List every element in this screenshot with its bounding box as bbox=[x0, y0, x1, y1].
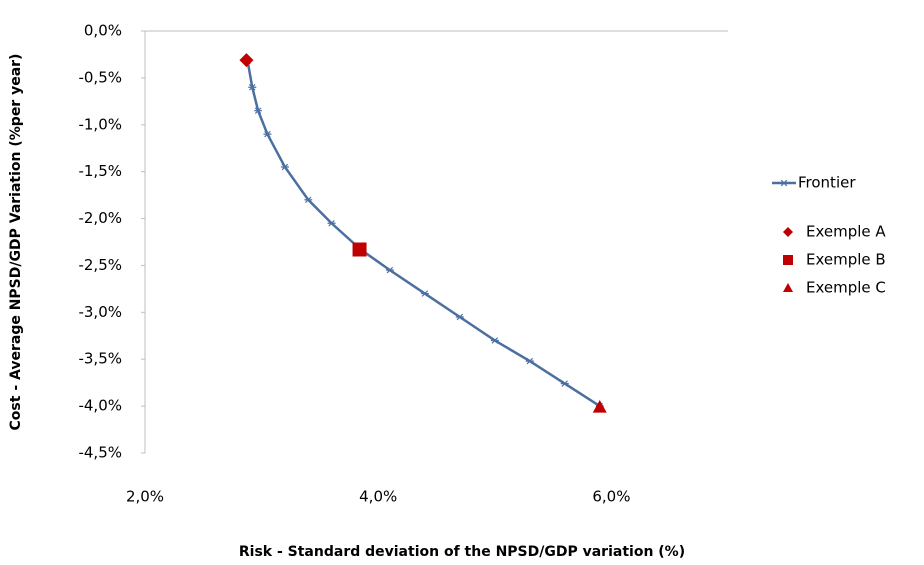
point bbox=[455, 313, 464, 321]
legend-symbol bbox=[780, 179, 788, 187]
legend-label: Exemple C bbox=[806, 279, 886, 297]
legend-symbol bbox=[783, 255, 793, 265]
point bbox=[327, 220, 336, 227]
y-tick-label: -1,0% bbox=[78, 115, 122, 133]
point bbox=[280, 163, 289, 171]
legend-symbol bbox=[783, 227, 793, 237]
y-tick-label: 0,0% bbox=[84, 22, 122, 40]
legend-symbol bbox=[783, 283, 793, 292]
point bbox=[560, 380, 569, 387]
y-tick-label: -4,5% bbox=[78, 444, 122, 462]
point bbox=[254, 107, 263, 114]
point bbox=[239, 53, 254, 68]
legend-label: Frontier bbox=[798, 174, 856, 192]
point bbox=[525, 357, 534, 365]
point bbox=[352, 242, 367, 257]
x-tick-label: 6,0% bbox=[592, 488, 630, 506]
y-tick-label: -1,5% bbox=[78, 162, 122, 180]
y-axis-label: Cost - Average NPSD/GDP Variation (%per … bbox=[8, 54, 24, 431]
y-tick-label: -2,0% bbox=[78, 209, 122, 227]
y-tick-label: -3,0% bbox=[78, 303, 122, 321]
y-tick-label: -3,5% bbox=[78, 350, 122, 368]
point bbox=[304, 196, 313, 204]
point bbox=[385, 266, 394, 274]
frontier-line bbox=[246, 60, 601, 408]
point bbox=[248, 84, 257, 91]
y-tick-label: -0,5% bbox=[78, 68, 122, 86]
x-tick-label: 2,0% bbox=[126, 488, 164, 506]
y-tick-label: -4,0% bbox=[78, 397, 122, 415]
point bbox=[420, 290, 429, 297]
legend-label: Exemple B bbox=[806, 251, 886, 269]
point bbox=[263, 130, 272, 138]
point bbox=[592, 400, 607, 413]
x-axis-label: Risk - Standard deviation of the NPSD/GD… bbox=[239, 544, 685, 560]
x-tick-label: 4,0% bbox=[359, 488, 397, 506]
y-tick-label: -2,5% bbox=[78, 256, 122, 274]
legend-label: Exemple A bbox=[806, 223, 886, 241]
point bbox=[490, 337, 499, 344]
